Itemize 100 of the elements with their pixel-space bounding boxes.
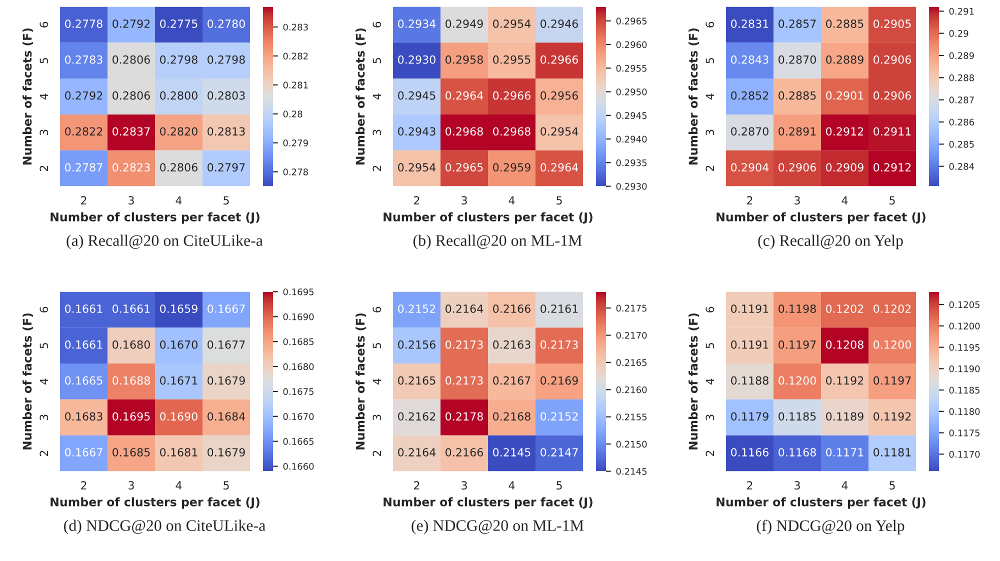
data-label: 0.2152: [540, 412, 578, 421]
data-label: 0.2870: [778, 55, 816, 64]
color-bar-label: 0.1675: [283, 388, 314, 396]
data-label: 0.2803: [208, 91, 245, 100]
y-tick-label: 5: [706, 58, 714, 64]
y-tick-label: 3: [40, 414, 48, 420]
data-label: 0.2806: [160, 163, 198, 172]
y-tick-label: 2: [40, 166, 48, 172]
data-label: 0.2943: [398, 127, 436, 136]
color-bar-label: 0.1695: [283, 288, 314, 296]
data-label: 0.2968: [493, 127, 530, 136]
data-label: 0.2813: [208, 127, 245, 136]
data-label: 0.2173: [446, 376, 483, 385]
color-bar-label: 0.1170: [949, 450, 980, 458]
data-label: 0.2823: [112, 163, 150, 172]
data-label: 0.1192: [826, 376, 864, 385]
y-tick-label: 6: [372, 306, 382, 312]
color-bar-label: 0.1680: [283, 363, 314, 370]
x-tick-label: 3: [794, 196, 800, 205]
color-bar-label: 0.2950: [616, 88, 647, 96]
color-bar-label: 0.282: [283, 52, 308, 60]
data-label: 0.2165: [398, 376, 436, 385]
data-label: 0.2930: [398, 55, 436, 64]
color-bar-label: 0.1670: [283, 413, 314, 420]
x-tick-label: 2: [747, 196, 752, 204]
x-tick-label: 4: [842, 196, 848, 204]
x-tick-label: 3: [462, 481, 467, 490]
data-label: 0.2820: [160, 127, 198, 136]
data-label: 0.2954: [540, 127, 578, 136]
x-tick-label: 5: [224, 196, 229, 205]
data-label: 0.1667: [208, 304, 245, 313]
color-bar-label: 0.2945: [616, 112, 647, 119]
y-tick-label: 6: [372, 22, 382, 28]
color-bar-label: 0.1660: [283, 462, 314, 470]
y-tick-label: 5: [706, 343, 714, 348]
data-label: 0.2837: [112, 127, 150, 136]
data-label: 0.1197: [874, 376, 911, 385]
data-label: 0.2173: [446, 340, 483, 349]
data-label: 0.2857: [778, 20, 816, 28]
color-bar-label: 0.1665: [283, 438, 314, 445]
y-axis-title: Number of facets (F): [356, 28, 366, 164]
data-label: 0.1688: [112, 376, 150, 385]
y-tick-label: 6: [706, 22, 714, 28]
x-tick-label: 3: [128, 481, 134, 490]
text: (c) Recall@20 on Yelp: [758, 234, 903, 250]
x-tick-label: 5: [224, 481, 229, 490]
data-label: 0.2178: [446, 412, 483, 421]
x-tick-label: 4: [508, 196, 515, 204]
data-label: 0.2166: [446, 448, 483, 457]
data-label: 0.2891: [778, 127, 816, 136]
data-label: 0.2166: [493, 304, 530, 313]
data-label: 0.2164: [398, 448, 436, 457]
data-label: 0.1200: [778, 376, 816, 385]
x-axis-title: Number of clusters per facet (J): [384, 497, 592, 509]
data-label: 0.2955: [493, 55, 530, 64]
data-label: 0.2966: [493, 91, 530, 100]
data-label: 0.1677: [208, 340, 245, 349]
data-label: 0.2156: [398, 340, 436, 349]
y-axis-title: Number of facets (F): [356, 313, 366, 450]
data-label: 0.1191: [731, 304, 768, 313]
data-label: 0.2162: [398, 412, 436, 421]
color-bar-label: 0.286: [949, 118, 974, 126]
y-tick-label: 6: [40, 306, 48, 312]
x-axis-title: Number of clusters per facet (J): [716, 212, 926, 224]
data-label: 0.1683: [65, 412, 102, 421]
color-bar-label: 0.2155: [616, 414, 647, 420]
color-bar-label: 0.2965: [616, 18, 647, 24]
y-tick-label: 6: [40, 22, 48, 28]
x-tick-label: 5: [890, 481, 895, 490]
x-tick-label: 5: [556, 196, 562, 205]
y-tick-label: 2: [40, 450, 48, 456]
data-label: 0.2167: [493, 376, 530, 385]
data-label: 0.2792: [65, 91, 102, 100]
data-label: 0.1192: [874, 412, 911, 421]
data-label: 0.1661: [65, 340, 102, 349]
data-label: 0.2968: [446, 127, 483, 136]
color-bar-label: 0.279: [283, 140, 308, 146]
data-label: 0.2889: [826, 55, 864, 64]
color-bar-label: 0.1200: [949, 322, 980, 330]
data-label: 0.2901: [826, 91, 864, 100]
data-label: 0.2905: [874, 20, 911, 28]
text: (f) NDCG@20 on Yelp: [756, 520, 904, 534]
color-bar-label: 0.281: [283, 82, 308, 88]
color-bar-label: 0.2170: [616, 332, 647, 339]
data-label: 0.2798: [208, 55, 245, 64]
x-tick-label: 3: [462, 196, 467, 205]
data-label: 0.1166: [731, 448, 768, 457]
y-tick-label: 4: [706, 94, 714, 100]
data-label: 0.1695: [112, 412, 150, 421]
data-label: 0.2912: [826, 127, 864, 136]
data-label: 0.1208: [826, 340, 864, 349]
data-label: 0.2870: [731, 127, 768, 136]
y-axis-title: Number of facets (F): [688, 28, 700, 164]
data-label: 0.2168: [493, 412, 530, 421]
x-tick-label: 2: [81, 481, 86, 490]
data-label: 0.2934: [398, 20, 436, 28]
data-label: 0.1690: [160, 412, 198, 421]
color-bar-label: 0.2935: [616, 159, 647, 166]
color-bar-label: 0.284: [949, 163, 974, 170]
data-label: 0.2145: [493, 448, 530, 457]
